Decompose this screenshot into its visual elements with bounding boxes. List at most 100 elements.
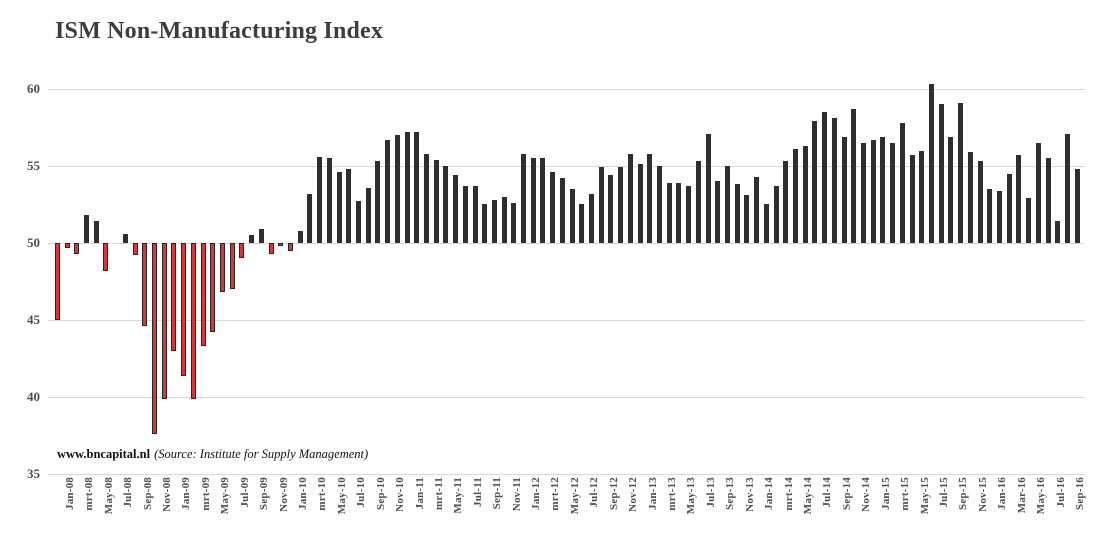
bar [1016,155,1022,243]
bar [929,84,934,243]
chart-title: ISM Non-Manufacturing Index [55,18,384,44]
bar [521,153,526,243]
bar [394,135,400,243]
bar [229,243,235,290]
bar [443,165,449,243]
bar [831,118,837,243]
x-axis-label: Sep-08 [141,477,154,510]
y-axis-label: 55 [27,158,40,173]
gridline [48,89,1085,90]
bar [802,145,808,243]
bar [627,153,633,243]
bar [462,185,468,243]
bar [559,178,565,243]
x-axis-label: Jan-15 [879,477,892,510]
bar [851,108,857,243]
bar [744,195,750,243]
x-axis-label: May-15 [918,477,931,515]
gridline [48,474,1085,475]
x-axis-label: mrt-15 [899,477,912,511]
x-axis-label: Nov-10 [394,477,406,512]
x-axis-label: Jan-12 [530,477,542,510]
x-axis-label: Jan-13 [646,477,659,510]
bar [142,243,148,327]
bar [598,167,604,243]
bar [122,233,128,243]
bar [190,243,196,399]
x-axis-label: Nov-12 [627,477,640,512]
x-axis-label: Sep-13 [724,477,737,510]
bar [336,172,342,243]
bar [676,182,682,243]
x-axis-label: May-16 [1035,477,1048,515]
bar [763,204,769,243]
bar [647,153,653,243]
x-axis-label: Sep-11 [491,477,504,510]
x-axis-label: Jan-14 [763,477,776,510]
bar [773,185,779,243]
x-axis-label: mrt-12 [549,477,562,511]
x-axis-label: Jan-16 [996,477,1009,510]
x-axis-label: Jul-08 [122,477,135,508]
x-axis-label: Jul-12 [588,477,601,508]
bar [404,132,410,243]
x-axis-label: Nov-09 [277,477,290,512]
bar [899,122,905,243]
bar [880,136,886,243]
x-axis-label: Jul-16 [1054,477,1067,508]
x-axis-label: Sep-12 [607,477,620,510]
bar [967,152,973,243]
bar [793,148,798,243]
bar [93,221,99,243]
bar [287,243,293,251]
bar [822,111,828,243]
x-axis-label: Nov-11 [510,477,523,512]
x-axis-label: Sep-15 [957,477,970,510]
x-axis-label: Sep-10 [374,477,387,510]
bar [1055,221,1061,243]
x-axis-label: Mar-16 [1015,477,1028,514]
bar [161,243,167,399]
x-axis-label: Jul-13 [704,477,717,508]
bar [375,161,381,243]
bar [579,204,585,243]
x-axis-label: Jul-15 [938,477,950,508]
bar [540,158,546,243]
bar [958,102,964,243]
x-axis-label: May-10 [335,477,348,515]
bar [948,136,954,243]
bar [783,161,789,243]
x-axis-label: mrt-11 [432,477,445,510]
bar [307,193,313,243]
bar [666,182,672,243]
x-axis-label: Jan-11 [413,477,426,510]
bar [938,104,944,243]
bar [841,136,847,243]
bar [715,181,721,243]
y-axis-label: 50 [27,235,40,250]
bar [997,190,1002,243]
bar [569,189,575,243]
bar [472,185,478,243]
bar [346,169,352,243]
x-axis-label: Jul-09 [238,477,251,508]
bar [74,243,80,254]
bar [734,184,740,243]
x-axis-label: Nov-13 [743,477,756,512]
bar [258,229,264,243]
gridline [48,166,1085,167]
y-axis-label: 35 [27,466,40,481]
bar [151,243,157,435]
bar [695,161,701,243]
bar [618,167,624,243]
bar [355,201,361,243]
bar [657,165,662,243]
bar [249,235,255,243]
x-axis-label: Sep-09 [258,477,271,510]
bar [491,199,497,243]
x-axis-label: May-08 [102,477,115,515]
bar [812,121,818,243]
y-axis-label: 45 [27,312,40,327]
bar [54,243,60,321]
bar [210,243,216,333]
